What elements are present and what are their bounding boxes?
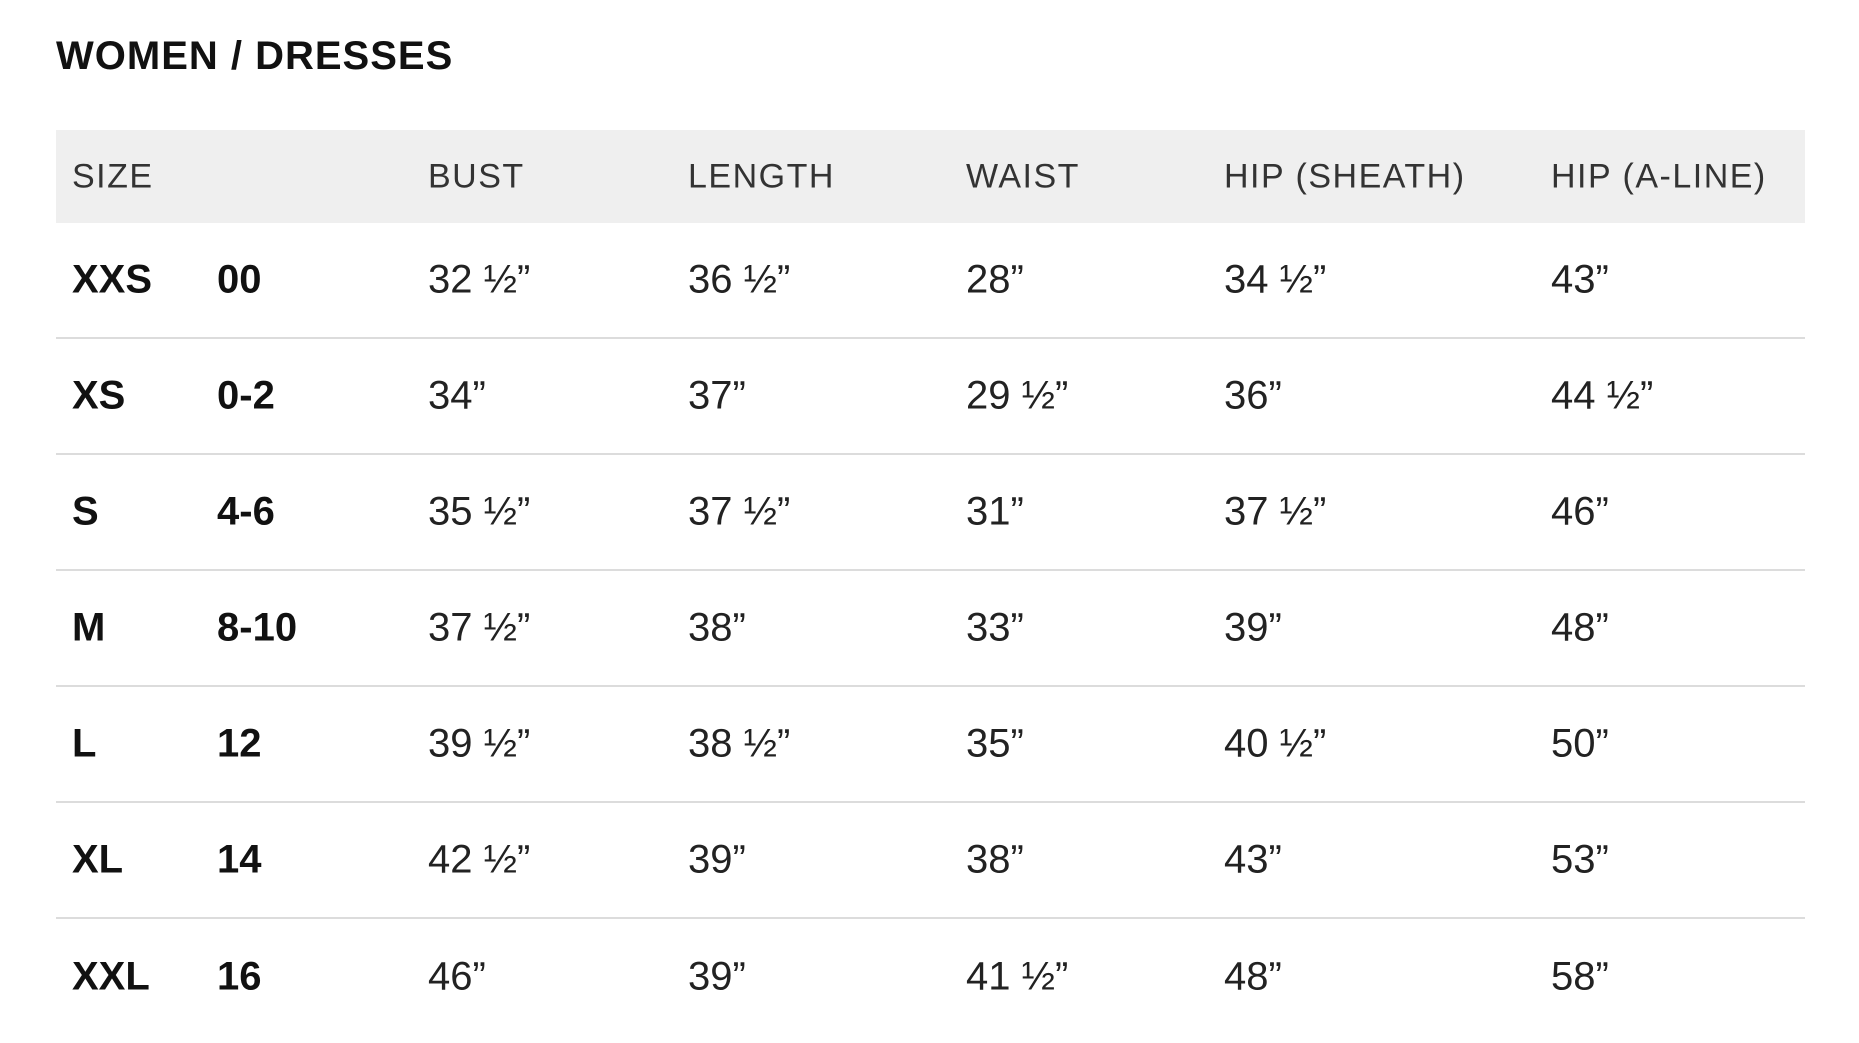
cell-hip-sheath: 34 ½” — [1224, 257, 1327, 302]
cell-size-number: 8-10 — [217, 605, 298, 650]
cell-size-number: 14 — [217, 837, 262, 882]
cell-length: 39” — [688, 837, 746, 882]
cell-size-number: 4-6 — [217, 489, 275, 534]
table-header: SIZE BUST LENGTH WAIST HIP (SHEATH) HIP … — [56, 130, 1805, 223]
cell-hip-a-line: 43” — [1551, 257, 1609, 302]
cell-size-label: XXS — [72, 257, 153, 302]
cell-hip-sheath: 48” — [1224, 954, 1282, 999]
header-hip-a-line: HIP (A-LINE) — [1551, 157, 1767, 195]
cell-length: 38” — [688, 605, 746, 650]
cell-waist: 38” — [966, 837, 1024, 882]
table-row: L 12 39 ½” 38 ½” 35” 40 ½” 50” — [56, 687, 1805, 803]
cell-bust: 32 ½” — [428, 257, 531, 302]
header-waist: WAIST — [966, 157, 1080, 195]
cell-waist: 33” — [966, 605, 1024, 650]
cell-size-number: 00 — [217, 257, 262, 302]
cell-waist: 28” — [966, 257, 1024, 302]
cell-size-number: 0-2 — [217, 373, 275, 418]
cell-length: 38 ½” — [688, 721, 791, 766]
cell-waist: 31” — [966, 489, 1024, 534]
cell-length: 39” — [688, 954, 746, 999]
cell-size-label: XS — [72, 373, 126, 418]
cell-bust: 37 ½” — [428, 605, 531, 650]
cell-waist: 35” — [966, 721, 1024, 766]
cell-hip-sheath: 36” — [1224, 373, 1282, 418]
cell-length: 37 ½” — [688, 489, 791, 534]
table-row: XL 14 42 ½” 39” 38” 43” 53” — [56, 803, 1805, 919]
cell-size-label: XL — [72, 837, 124, 882]
cell-bust: 39 ½” — [428, 721, 531, 766]
cell-length: 37” — [688, 373, 746, 418]
cell-hip-sheath: 43” — [1224, 837, 1282, 882]
header-bust: BUST — [428, 157, 525, 195]
size-chart-table: SIZE BUST LENGTH WAIST HIP (SHEATH) HIP … — [56, 130, 1805, 1035]
cell-bust: 34” — [428, 373, 486, 418]
cell-length: 36 ½” — [688, 257, 791, 302]
table-row: XXS 00 32 ½” 36 ½” 28” 34 ½” 43” — [56, 223, 1805, 339]
cell-size-label: L — [72, 721, 97, 766]
cell-bust: 35 ½” — [428, 489, 531, 534]
header-hip-sheath: HIP (SHEATH) — [1224, 157, 1466, 195]
cell-size-number: 16 — [217, 954, 262, 999]
cell-hip-sheath: 39” — [1224, 605, 1282, 650]
cell-hip-a-line: 50” — [1551, 721, 1609, 766]
header-length: LENGTH — [688, 157, 835, 195]
cell-hip-a-line: 58” — [1551, 954, 1609, 999]
table-row: M 8-10 37 ½” 38” 33” 39” 48” — [56, 571, 1805, 687]
cell-waist: 29 ½” — [966, 373, 1069, 418]
table-row: XXL 16 46” 39” 41 ½” 48” 58” — [56, 919, 1805, 1035]
cell-hip-sheath: 40 ½” — [1224, 721, 1327, 766]
cell-size-label: M — [72, 605, 106, 650]
cell-hip-a-line: 48” — [1551, 605, 1609, 650]
table-row: S 4-6 35 ½” 37 ½” 31” 37 ½” 46” — [56, 455, 1805, 571]
cell-size-label: S — [72, 489, 99, 534]
cell-size-label: XXL — [72, 954, 150, 999]
cell-hip-a-line: 44 ½” — [1551, 373, 1654, 418]
table-row: XS 0-2 34” 37” 29 ½” 36” 44 ½” — [56, 339, 1805, 455]
page-title: WOMEN / DRESSES — [56, 34, 454, 78]
cell-hip-sheath: 37 ½” — [1224, 489, 1327, 534]
cell-hip-a-line: 53” — [1551, 837, 1609, 882]
cell-hip-a-line: 46” — [1551, 489, 1609, 534]
cell-size-number: 12 — [217, 721, 262, 766]
cell-waist: 41 ½” — [966, 954, 1069, 999]
header-size: SIZE — [72, 157, 154, 195]
cell-bust: 42 ½” — [428, 837, 531, 882]
cell-bust: 46” — [428, 954, 486, 999]
